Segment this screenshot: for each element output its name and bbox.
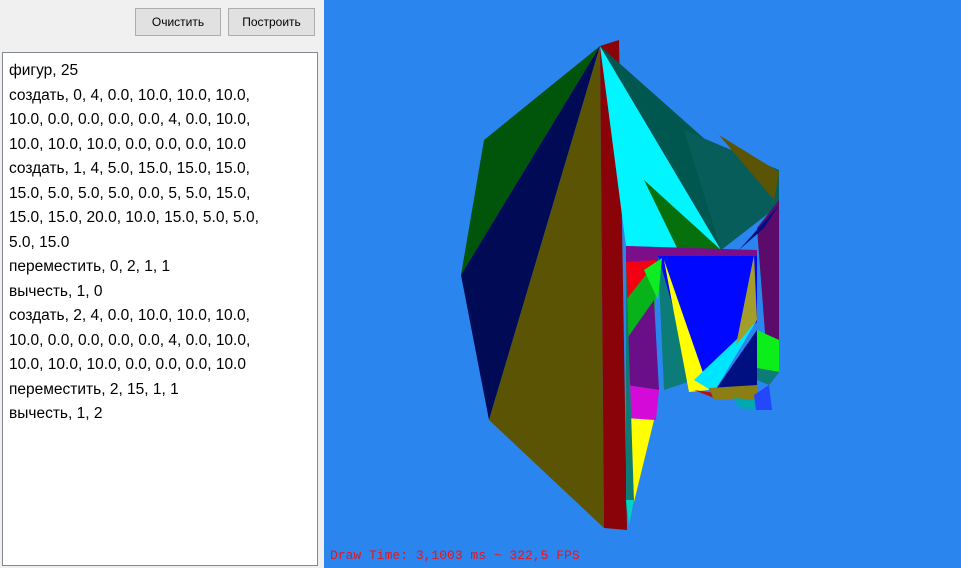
editor-line: 10.0, 10.0, 10.0, 0.0, 0.0, 0.0, 10.0: [9, 135, 246, 153]
editor-line: фигур, 25: [9, 62, 79, 79]
rendered-shape: [461, 40, 779, 530]
render-viewport[interactable]: Draw Time: 3,1003 ms ~ 322,5 FPS: [324, 0, 961, 568]
editor-line: 10.0, 0.0, 0.0, 0.0, 0.0, 4, 0.0, 10.0,: [9, 111, 251, 128]
editor-line: создать, 0, 4, 0.0, 10.0, 10.0, 10.0,: [9, 86, 250, 104]
editor-line: 15.0, 15.0, 20.0, 10.0, 15.0, 5.0, 5.0,: [9, 209, 259, 226]
3d-render-canvas: [461, 40, 779, 530]
editor-line: переместить, 0, 2, 1, 1: [9, 258, 171, 275]
script-editor[interactable]: фигур, 25 создать, 0, 4, 0.0, 10.0, 10.0…: [2, 52, 318, 566]
editor-line: создать, 1, 4, 5.0, 15.0, 15.0, 15.0,: [9, 160, 250, 177]
build-button[interactable]: Построить: [228, 8, 315, 36]
editor-line: 15.0, 5.0, 5.0, 5.0, 0.0, 5, 5.0, 15.0,: [9, 184, 251, 202]
clear-button[interactable]: Очистить: [135, 8, 221, 36]
editor-line: вычесть, 1, 2: [9, 405, 103, 422]
editor-line: 5.0, 15.0: [9, 233, 70, 251]
draw-time-readout: Draw Time: 3,1003 ms ~ 322,5 FPS: [330, 548, 580, 563]
editor-line: создать, 2, 4, 0.0, 10.0, 10.0, 10.0,: [9, 307, 250, 324]
editor-line: вычесть, 1, 0: [9, 282, 103, 300]
editor-line: 10.0, 10.0, 10.0, 0.0, 0.0, 0.0, 10.0: [9, 356, 246, 373]
editor-line: 10.0, 0.0, 0.0, 0.0, 0.0, 4, 0.0, 10.0,: [9, 331, 251, 349]
editor-line: переместить, 2, 15, 1, 1: [9, 380, 179, 398]
left-panel: Очистить Построить фигур, 25 создать, 0,…: [0, 0, 324, 568]
